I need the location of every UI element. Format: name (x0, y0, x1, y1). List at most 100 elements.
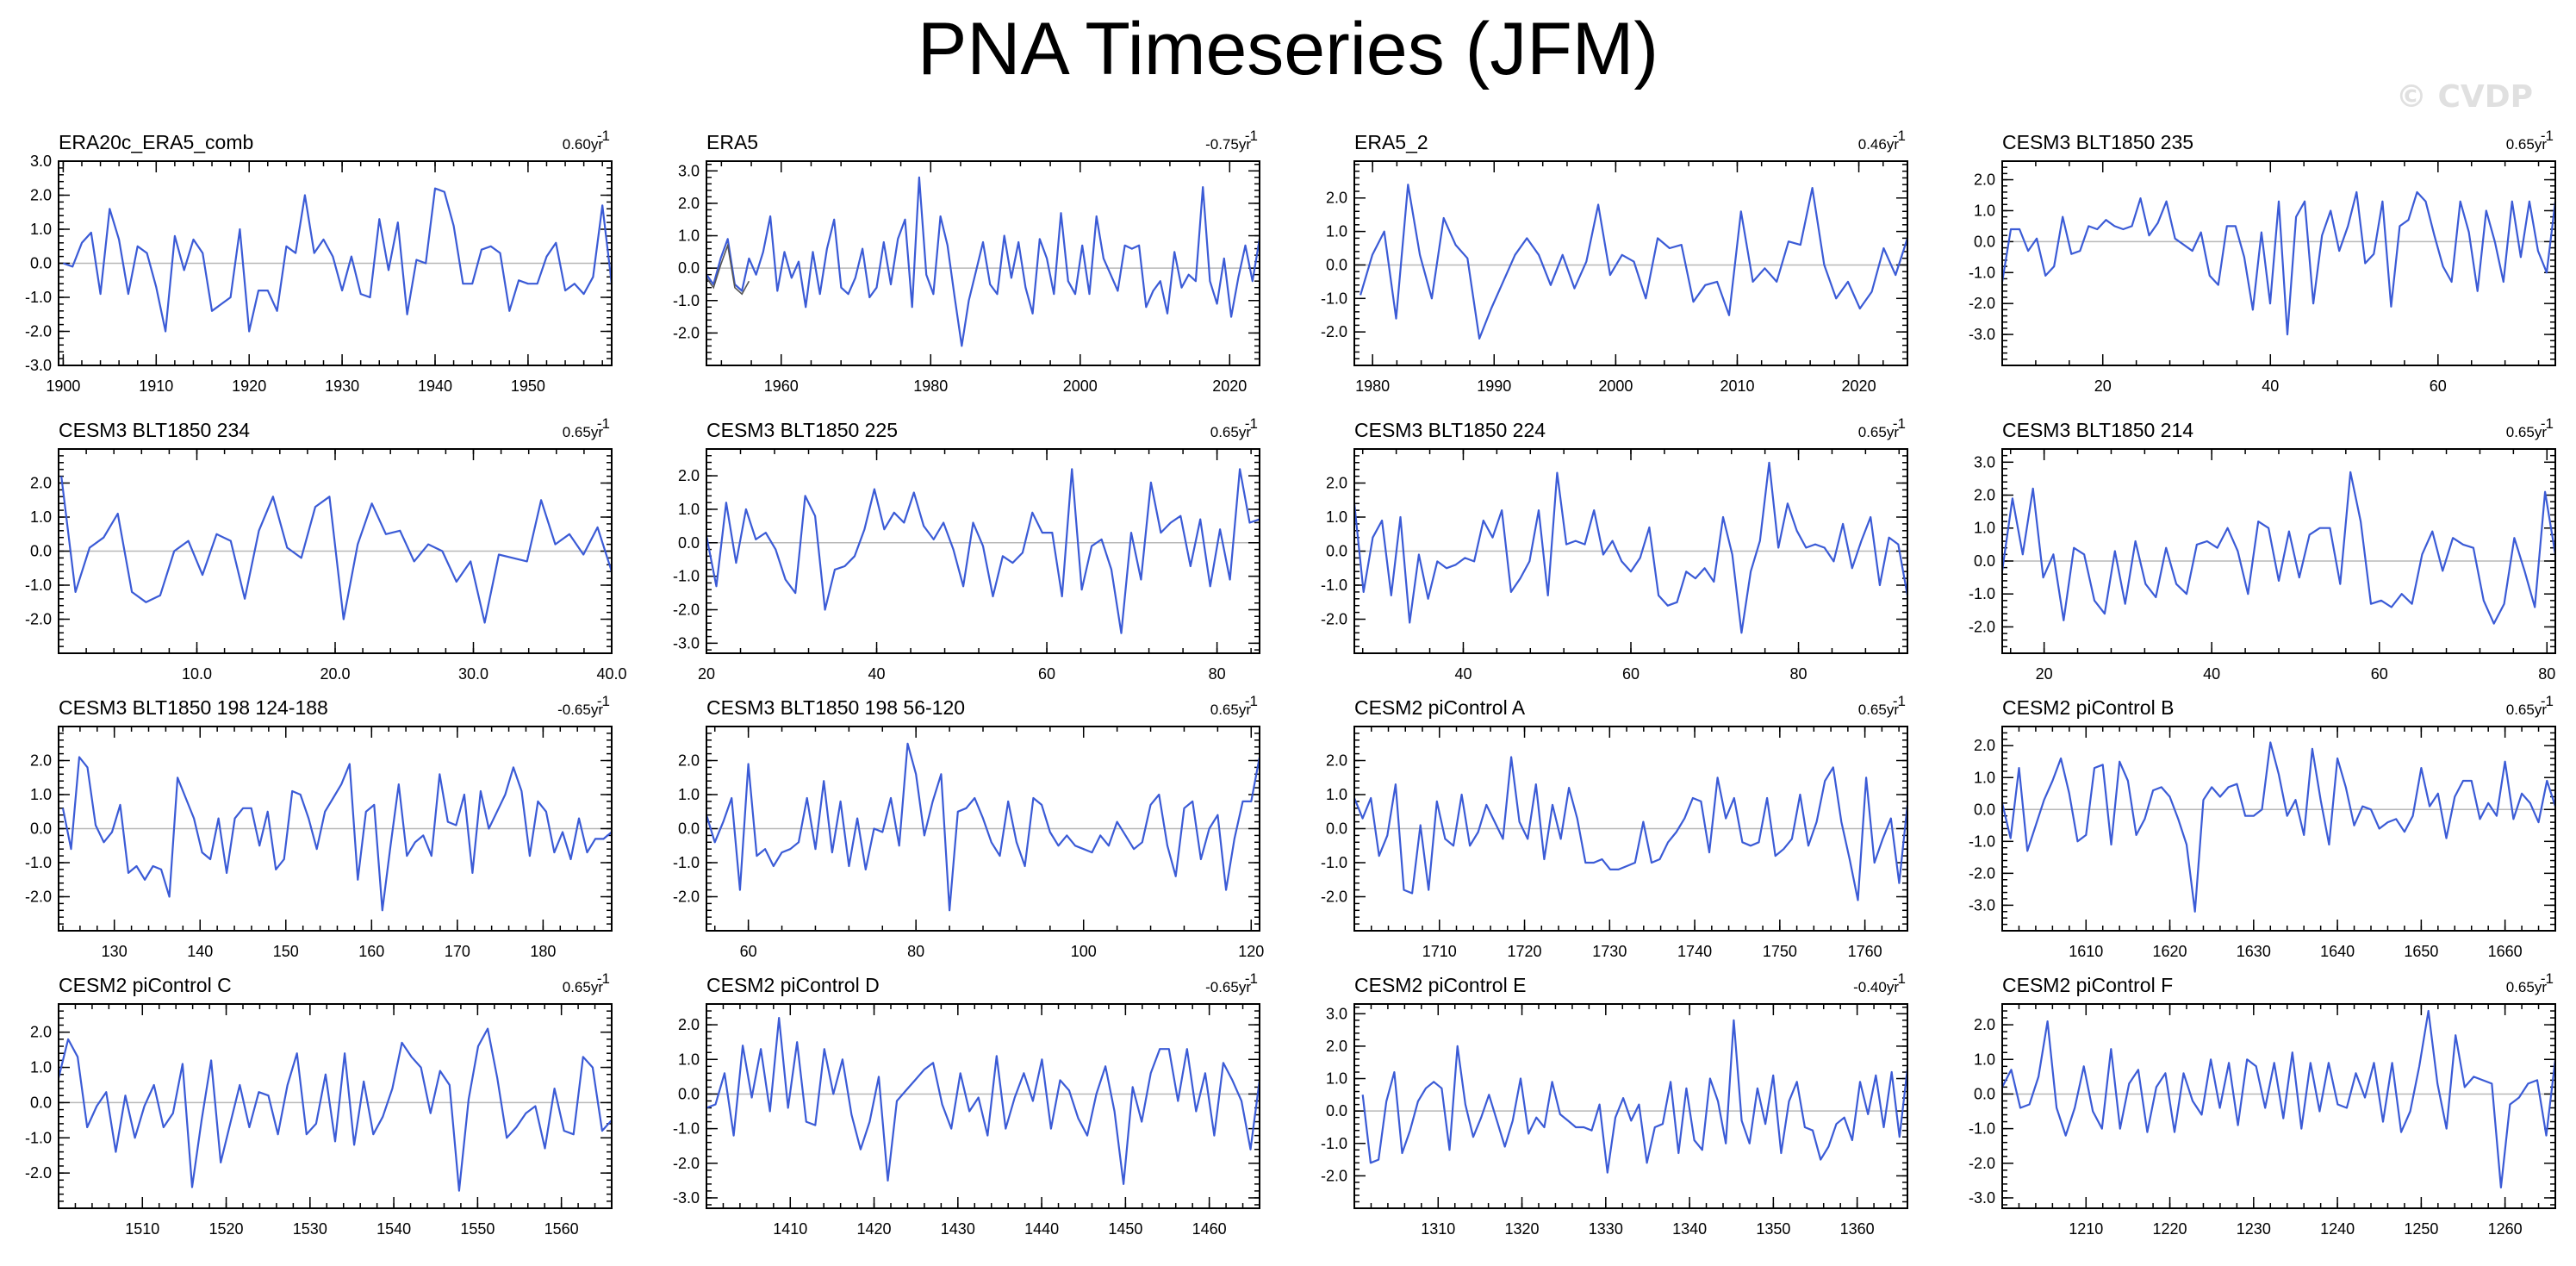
y-tick-label: 1.0 (30, 786, 52, 803)
x-tick-label: 100 (1071, 943, 1097, 960)
x-tick-label: 20 (2094, 377, 2112, 395)
y-tick-label: -2.0 (673, 324, 700, 341)
y-tick-label: 2.0 (1974, 737, 1995, 754)
x-tick-label: 1340 (1672, 1220, 1707, 1238)
x-tick-label: 80 (2538, 665, 2555, 683)
x-tick-label: 40.0 (596, 665, 626, 683)
x-tick-label: 40 (868, 665, 886, 683)
y-tick-label: -2.0 (25, 1164, 52, 1182)
y-tick-label: 1.0 (678, 501, 700, 518)
y-tick-label: -3.0 (1969, 1189, 1995, 1207)
x-tick-label: 60 (2430, 377, 2447, 395)
x-tick-label: 1900 (46, 377, 80, 395)
y-tick-label: 0.0 (1326, 543, 1347, 560)
x-tick-label: 2010 (1720, 377, 1754, 395)
panel-title: ERA20c_ERA5_comb (59, 131, 253, 153)
series-line (2000, 190, 2557, 336)
y-tick-label: 0.0 (678, 259, 700, 277)
series-line (60, 476, 613, 624)
x-tick-label: 60 (1038, 665, 1055, 683)
y-tick-label: -1.0 (1969, 585, 1995, 602)
x-tick-label: 2020 (1212, 377, 1247, 395)
y-tick-label: -2.0 (1969, 864, 1995, 882)
trend-label: 0.65yr (1858, 424, 1900, 440)
x-tick-label: 120 (1238, 943, 1264, 960)
x-tick-label: 170 (445, 943, 470, 960)
y-tick-label: -1.0 (1969, 1120, 1995, 1138)
y-tick-label: 2.0 (1974, 172, 1995, 189)
y-tick-label: 2.0 (1974, 1016, 1995, 1033)
x-tick-label: 1430 (941, 1220, 975, 1238)
x-tick-label: 1710 (1422, 943, 1457, 960)
x-tick-label: 80 (907, 943, 924, 960)
y-tick-label: -1.0 (1321, 854, 1347, 871)
panel-title: CESM3 BLT1850 225 (706, 419, 898, 441)
trend-exponent: -1 (1893, 128, 1906, 144)
trend-exponent: -1 (1245, 970, 1258, 987)
y-tick-label: 2.0 (678, 467, 700, 484)
y-tick-label: 0.0 (1974, 801, 1995, 818)
x-tick-label: 1560 (544, 1220, 579, 1238)
y-tick-label: -1.0 (1321, 1135, 1347, 1152)
y-tick-label: 1.0 (1974, 1051, 1995, 1068)
y-tick-label: -3.0 (673, 1189, 700, 1207)
x-tick-label: 180 (530, 943, 556, 960)
x-tick-label: 1410 (773, 1220, 807, 1238)
x-tick-label: 1330 (1589, 1220, 1623, 1238)
trend-label: 0.65yr (2506, 979, 2548, 995)
x-tick-label: 1910 (139, 377, 173, 395)
trend-label: 0.65yr (2506, 424, 2548, 440)
y-tick-label: -2.0 (673, 889, 700, 906)
trend-label: 0.60yr (563, 136, 604, 153)
x-tick-label: 1540 (376, 1220, 411, 1238)
series-line (705, 742, 1261, 912)
panel-title: CESM2 piControl D (706, 974, 880, 996)
y-tick-label: 2.0 (1326, 190, 1347, 207)
panel-1: ERA20c_ERA5_comb 0.60yr-1 3.0 2.0 1.0 0.0 -1.0… (25, 128, 613, 395)
y-tick-label: 0.0 (1974, 1085, 1995, 1102)
plot-frame (58, 160, 613, 366)
x-tick-label: 1630 (2237, 943, 2271, 960)
x-tick-label: 2000 (1598, 377, 1633, 395)
trend-exponent: -1 (2541, 415, 2554, 432)
y-tick-label: 1.0 (1326, 786, 1347, 803)
x-tick-label: 40 (2262, 377, 2279, 395)
x-tick-label: 1610 (2069, 943, 2103, 960)
trend-label: 0.65yr (1210, 702, 1252, 718)
trend-exponent: -1 (1893, 693, 1906, 709)
panel-title: CESM2 piControl F (2002, 974, 2173, 996)
y-tick-label: 1.0 (30, 221, 52, 238)
panel-14: CESM2 piControl D -0.65yr-1 2.0 1.0 0.0 -1.0 -… (673, 970, 1261, 1238)
panel-title: CESM3 BLT1850 198 124-188 (59, 696, 328, 719)
y-tick-label: 2.0 (678, 752, 700, 770)
panel-4: CESM3 BLT1850 235 0.65yr-1 2.0 1.0 0.0 -1.0 -2… (1969, 128, 2557, 395)
y-tick-label: 0.0 (30, 543, 52, 560)
x-tick-label: 30.0 (458, 665, 488, 683)
panel-13: CESM2 piControl C 0.65yr-1 2.0 1.0 0.0 -1.0 -2… (25, 970, 613, 1238)
x-tick-label: 1360 (1840, 1220, 1875, 1238)
y-tick-label: -1.0 (25, 1129, 52, 1146)
trend-exponent: -1 (597, 128, 610, 144)
x-tick-label: 1230 (2237, 1220, 2271, 1238)
y-tick-label: -2.0 (1321, 889, 1347, 906)
y-tick-label: -1.0 (25, 289, 52, 306)
x-tick-label: 20 (2036, 665, 2053, 683)
trend-label: -0.65yr (1205, 979, 1251, 995)
panel-title: CESM3 BLT1850 214 (2002, 419, 2193, 441)
y-tick-label: -1.0 (673, 1120, 700, 1138)
y-tick-label: 0.0 (1974, 552, 1995, 570)
trend-label: -0.75yr (1205, 136, 1251, 153)
x-tick-label: 130 (102, 943, 128, 960)
plot-frame (1353, 1003, 1908, 1209)
y-tick-label: -2.0 (25, 323, 52, 340)
x-tick-label: 1740 (1677, 943, 1712, 960)
trend-label: -0.40yr (1853, 979, 1899, 995)
panel-title: CESM2 piControl A (1354, 696, 1526, 719)
panel-title: CESM3 BLT1850 198 56-120 (706, 696, 965, 719)
x-tick-label: 1310 (1421, 1220, 1455, 1238)
x-tick-label: 1220 (2153, 1220, 2187, 1238)
panel-7: CESM3 BLT1850 224 0.65yr-1 2.0 1.0 0.0 -1.0 -2… (1321, 415, 1909, 683)
y-tick-label: 0.0 (1326, 256, 1347, 273)
plot-frame (1353, 448, 1908, 654)
x-tick-label: 1960 (764, 377, 799, 395)
